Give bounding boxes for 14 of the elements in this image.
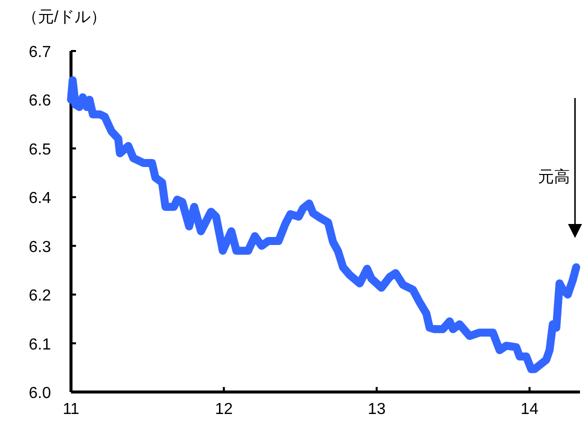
y-tick-label: 6.5 (28, 141, 52, 158)
y-tick-label: 6.1 (28, 336, 52, 354)
y-tick-label: 6.4 (28, 190, 52, 208)
y-tick-label: 6.2 (28, 288, 52, 305)
x-tick-label: 12 (214, 401, 233, 418)
x-tick-label: 13 (368, 401, 386, 418)
x-tick-label: 14 (520, 401, 539, 418)
y-tick-label: 6.7 (28, 44, 52, 61)
x-tick-label: 11 (62, 401, 80, 418)
y-tick-label: 6.3 (28, 238, 52, 256)
annotation: 元高 (538, 168, 570, 186)
y-axis-title: （元/ドル） (22, 9, 106, 26)
y-tick-label: 6.0 (28, 385, 52, 402)
y-tick-label: 6.6 (28, 92, 52, 110)
